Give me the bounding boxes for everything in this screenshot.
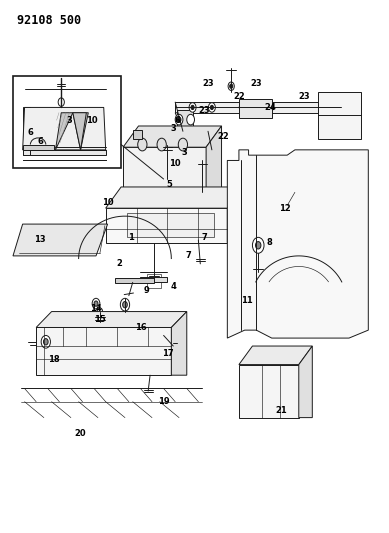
Polygon shape xyxy=(239,346,312,365)
Text: 6: 6 xyxy=(27,128,33,138)
Circle shape xyxy=(164,166,171,176)
Circle shape xyxy=(228,82,234,91)
Text: 23: 23 xyxy=(299,92,310,101)
Bar xyxy=(239,365,299,418)
Polygon shape xyxy=(23,108,30,155)
Text: 10: 10 xyxy=(169,159,181,167)
Text: 3: 3 xyxy=(182,148,188,157)
Text: 4: 4 xyxy=(170,282,176,291)
Polygon shape xyxy=(206,126,222,208)
Text: 12: 12 xyxy=(279,204,291,213)
Text: 14: 14 xyxy=(90,304,102,313)
Circle shape xyxy=(123,302,127,308)
Text: 22: 22 xyxy=(233,92,245,101)
Text: 8: 8 xyxy=(267,238,273,247)
Polygon shape xyxy=(106,187,243,208)
Circle shape xyxy=(252,237,264,253)
Bar xyxy=(133,130,142,139)
Circle shape xyxy=(210,106,214,110)
Circle shape xyxy=(178,138,187,151)
Text: 22: 22 xyxy=(217,132,230,141)
Circle shape xyxy=(187,114,194,125)
Text: 21: 21 xyxy=(275,406,287,415)
Polygon shape xyxy=(115,278,154,284)
Circle shape xyxy=(175,114,183,125)
Text: 3: 3 xyxy=(170,124,176,133)
Circle shape xyxy=(207,132,213,141)
Circle shape xyxy=(177,117,181,122)
Polygon shape xyxy=(239,100,272,118)
Text: 10: 10 xyxy=(102,198,114,207)
Text: 23: 23 xyxy=(202,79,214,88)
Circle shape xyxy=(209,134,212,139)
Text: 15: 15 xyxy=(94,315,106,324)
Text: 5: 5 xyxy=(166,180,172,189)
Polygon shape xyxy=(177,110,193,131)
Circle shape xyxy=(44,338,48,345)
Circle shape xyxy=(92,298,100,309)
Bar xyxy=(13,76,121,168)
Polygon shape xyxy=(73,113,88,150)
Bar xyxy=(127,214,214,237)
Polygon shape xyxy=(140,277,167,282)
Text: 9: 9 xyxy=(144,286,149,295)
Text: 7: 7 xyxy=(201,233,207,242)
Circle shape xyxy=(209,103,216,112)
Circle shape xyxy=(157,138,166,151)
Text: 2: 2 xyxy=(116,260,122,268)
Polygon shape xyxy=(36,312,187,327)
Bar xyxy=(106,208,227,243)
Text: 19: 19 xyxy=(158,397,170,406)
Polygon shape xyxy=(171,312,187,375)
Polygon shape xyxy=(299,346,312,418)
Circle shape xyxy=(191,106,194,110)
Polygon shape xyxy=(23,144,54,150)
Text: 10: 10 xyxy=(86,116,98,125)
Circle shape xyxy=(97,308,103,316)
Text: 6: 6 xyxy=(37,138,43,147)
Circle shape xyxy=(268,106,272,110)
Circle shape xyxy=(201,183,204,188)
Text: 11: 11 xyxy=(241,296,252,305)
Circle shape xyxy=(239,103,246,112)
Polygon shape xyxy=(175,113,194,131)
Polygon shape xyxy=(36,327,171,375)
Polygon shape xyxy=(123,126,222,147)
Text: 17: 17 xyxy=(162,350,173,359)
Circle shape xyxy=(120,298,130,311)
Polygon shape xyxy=(227,150,368,338)
Circle shape xyxy=(138,138,147,151)
Circle shape xyxy=(94,301,98,306)
Text: 6: 6 xyxy=(174,116,180,125)
Text: 23: 23 xyxy=(251,79,262,88)
Circle shape xyxy=(199,181,205,190)
Circle shape xyxy=(256,241,261,249)
Circle shape xyxy=(241,106,244,110)
Circle shape xyxy=(189,103,196,112)
Text: 20: 20 xyxy=(75,429,86,438)
Text: 7: 7 xyxy=(186,252,191,261)
Text: 23: 23 xyxy=(198,106,210,115)
Text: 24: 24 xyxy=(264,103,276,112)
Polygon shape xyxy=(227,187,243,243)
Circle shape xyxy=(41,335,51,348)
Text: 1: 1 xyxy=(128,233,134,242)
Text: 16: 16 xyxy=(135,323,146,332)
Polygon shape xyxy=(56,113,73,150)
Circle shape xyxy=(166,169,169,173)
Polygon shape xyxy=(13,224,108,256)
Polygon shape xyxy=(23,150,106,155)
Bar xyxy=(147,274,161,288)
Bar xyxy=(123,147,206,208)
Polygon shape xyxy=(175,102,341,113)
Circle shape xyxy=(266,103,273,112)
Text: 18: 18 xyxy=(48,355,60,364)
Text: 13: 13 xyxy=(34,236,46,245)
Circle shape xyxy=(230,84,233,88)
Text: 3: 3 xyxy=(66,116,72,125)
Text: 92108 500: 92108 500 xyxy=(17,13,81,27)
Polygon shape xyxy=(318,92,361,139)
Polygon shape xyxy=(73,113,86,150)
Polygon shape xyxy=(23,108,106,150)
